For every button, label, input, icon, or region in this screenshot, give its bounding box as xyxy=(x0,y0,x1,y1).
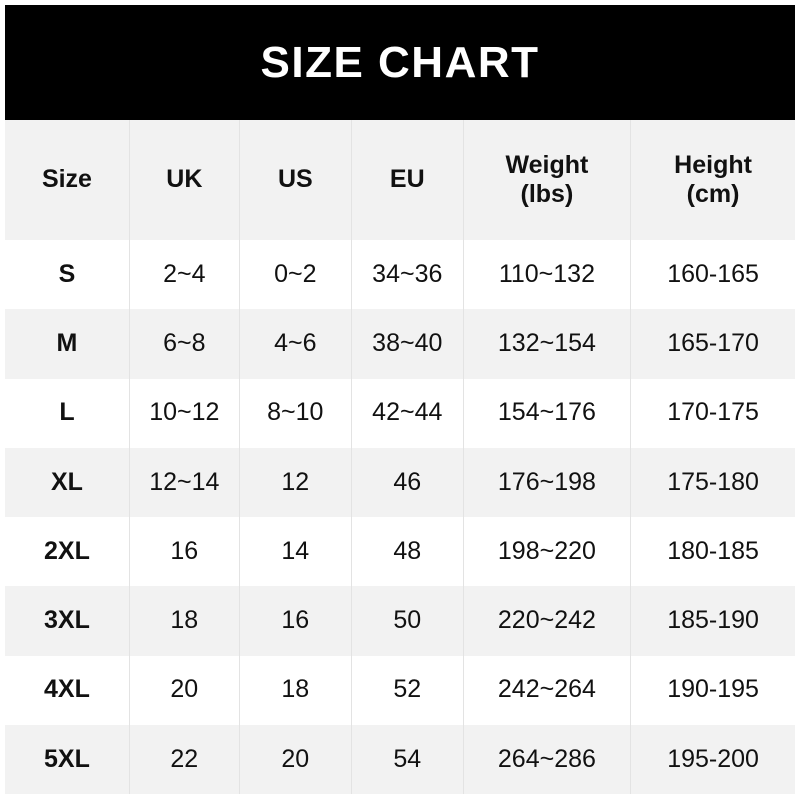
cell-height: 190-195 xyxy=(667,675,759,704)
cell-size: XL xyxy=(5,447,130,517)
cell-height: 170-175 xyxy=(667,398,759,427)
cell-uk: 6~8 xyxy=(129,309,240,379)
cell-height: 175-180 xyxy=(667,467,759,496)
cell-us: 16 xyxy=(239,586,352,656)
cell-weight: 132~154 xyxy=(463,309,632,379)
cell-weight: 154~176 xyxy=(463,378,632,448)
cell-eu: 48 xyxy=(351,517,464,587)
cell-size: L xyxy=(5,378,130,448)
cell-height: 165-170 xyxy=(667,329,759,358)
cell-weight: 242~264 xyxy=(463,655,632,725)
table-row: M 6~8 4~6 38~40 132~154 165-170 xyxy=(5,309,795,379)
column-header-size: Size xyxy=(5,120,130,240)
cell-us: 4~6 xyxy=(239,309,352,379)
column-header-weight-line2: (lbs) xyxy=(520,180,574,208)
cell-uk: 12~14 xyxy=(129,447,240,517)
cell-us: 14 xyxy=(239,517,352,587)
cell-size: S xyxy=(5,240,130,310)
cell-eu: 34~36 xyxy=(351,240,464,310)
cell-us: 18 xyxy=(239,655,352,725)
cell-size: 2XL xyxy=(5,517,130,587)
table-row: 2XL 16 14 48 198~220 180-185 xyxy=(5,517,795,587)
cell-eu: 42~44 xyxy=(351,378,464,448)
title-banner: SIZE CHART xyxy=(5,5,795,120)
cell-eu: 54 xyxy=(351,724,464,794)
cell-us: 12 xyxy=(239,447,352,517)
cell-uk: 18 xyxy=(129,586,240,656)
cell-weight: 220~242 xyxy=(463,586,632,656)
table-row: 5XL 22 20 54 264~286 195-200 xyxy=(5,724,795,794)
column-header-eu: EU xyxy=(351,120,464,240)
page-title: SIZE CHART xyxy=(260,37,540,87)
table-row: XL 12~14 12 46 176~198 175-180 xyxy=(5,447,795,517)
cell-uk: 10~12 xyxy=(129,378,240,448)
table-row: L 10~12 8~10 42~44 154~176 170-175 xyxy=(5,378,795,448)
cell-eu: 52 xyxy=(351,655,464,725)
cell-size: 4XL xyxy=(5,655,130,725)
cell-uk: 22 xyxy=(129,724,240,794)
cell-uk: 2~4 xyxy=(129,240,240,310)
cell-us: 8~10 xyxy=(239,378,352,448)
column-header-height-line2: (cm) xyxy=(686,180,740,208)
cell-size: 5XL xyxy=(5,724,130,794)
cell-height: 160-165 xyxy=(667,259,759,288)
cell-height: 185-190 xyxy=(667,606,759,635)
cell-size: M xyxy=(5,309,130,379)
cell-uk: 20 xyxy=(129,655,240,725)
size-chart-table: Size UK US EU Weight (lbs) Height (cm) S… xyxy=(5,120,795,794)
column-header-weight-line1: Weight xyxy=(505,150,589,179)
cell-uk: 16 xyxy=(129,517,240,587)
cell-eu: 38~40 xyxy=(351,309,464,379)
column-header-height-line1: Height xyxy=(674,150,752,179)
table-row: 3XL 18 16 50 220~242 185-190 xyxy=(5,586,795,656)
cell-height: 180-185 xyxy=(667,536,759,565)
column-header-weight: Weight (lbs) xyxy=(463,120,632,240)
table-body: S 2~4 0~2 34~36 110~132 160-165 M 6~8 4~… xyxy=(5,240,795,794)
cell-height: 195-200 xyxy=(667,744,759,773)
cell-eu: 50 xyxy=(351,586,464,656)
table-row: S 2~4 0~2 34~36 110~132 160-165 xyxy=(5,240,795,310)
cell-us: 0~2 xyxy=(239,240,352,310)
cell-weight: 176~198 xyxy=(463,447,632,517)
cell-eu: 46 xyxy=(351,447,464,517)
cell-weight: 264~286 xyxy=(463,724,632,794)
cell-weight: 110~132 xyxy=(463,240,632,310)
column-header-height: Height (cm) xyxy=(631,120,795,240)
table-row: 4XL 20 18 52 242~264 190-195 xyxy=(5,655,795,725)
column-header-uk: UK xyxy=(129,120,240,240)
column-header-us: US xyxy=(239,120,352,240)
cell-weight: 198~220 xyxy=(463,517,632,587)
cell-size: 3XL xyxy=(5,586,130,656)
table-header: Size UK US EU Weight (lbs) Height (cm) xyxy=(5,120,795,240)
table-header-row: Size UK US EU Weight (lbs) Height (cm) xyxy=(5,120,795,240)
cell-us: 20 xyxy=(239,724,352,794)
